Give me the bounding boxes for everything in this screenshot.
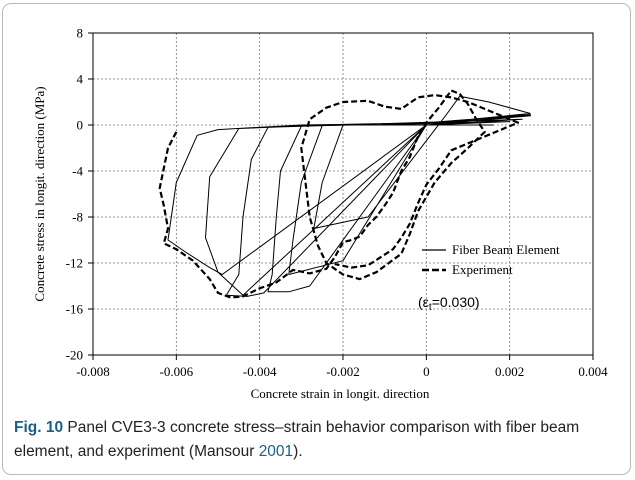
y-tick-label: -20	[66, 348, 83, 363]
y-tick-label: 4	[77, 72, 84, 87]
figure-caption: Fig. 10 Panel CVE3-3 concrete stress–str…	[14, 416, 614, 464]
y-tick-label: -8	[72, 210, 83, 225]
y-tick-label: 8	[77, 26, 84, 41]
caption-figure-number: Fig. 10	[14, 419, 64, 436]
x-tick-label: 0.002	[495, 364, 524, 379]
caption-citation-link[interactable]: 2001	[258, 443, 294, 460]
x-tick-label: -0.006	[160, 364, 194, 379]
x-tick-label: -0.002	[326, 364, 360, 379]
y-axis-label: Concrete stress in longit. direction (MP…	[32, 86, 47, 301]
legend: Fiber Beam Element Experiment	[422, 242, 560, 277]
y-tick-label: -16	[66, 302, 84, 317]
series-layer	[158, 89, 531, 299]
caption-tail: ).	[293, 443, 303, 460]
legend-label-experiment: Experiment	[452, 262, 513, 277]
caption-text: Panel CVE3-3 concrete stress–strain beha…	[14, 419, 580, 460]
grid	[93, 33, 593, 355]
x-tick-label: 0.004	[578, 364, 608, 379]
axes	[88, 32, 594, 360]
strain-annotation: (εt=0.030)	[418, 294, 480, 313]
stress-strain-chart: 8 4 0 -4 -8 -12 -16 -20-0.008 -0.006 -0.004 -0.002…	[32, 26, 608, 402]
y-tick-label: -12	[66, 256, 83, 271]
y-tick-label: 0	[77, 118, 84, 133]
series-experiment-line	[158, 89, 520, 299]
tick-labels: 8 4 0 -4 -8 -12 -16 -20-0.008 -0.006 -0.004 -0.002…	[66, 26, 608, 380]
legend-label-fiber: Fiber Beam Element	[452, 242, 560, 257]
x-tick-label: -0.008	[76, 364, 110, 379]
x-tick-label: -0.004	[243, 364, 277, 379]
x-axis-label: Concrete strain in longit. direction	[251, 386, 430, 401]
y-tick-label: -4	[72, 164, 83, 179]
x-tick-label: 0	[423, 364, 430, 379]
